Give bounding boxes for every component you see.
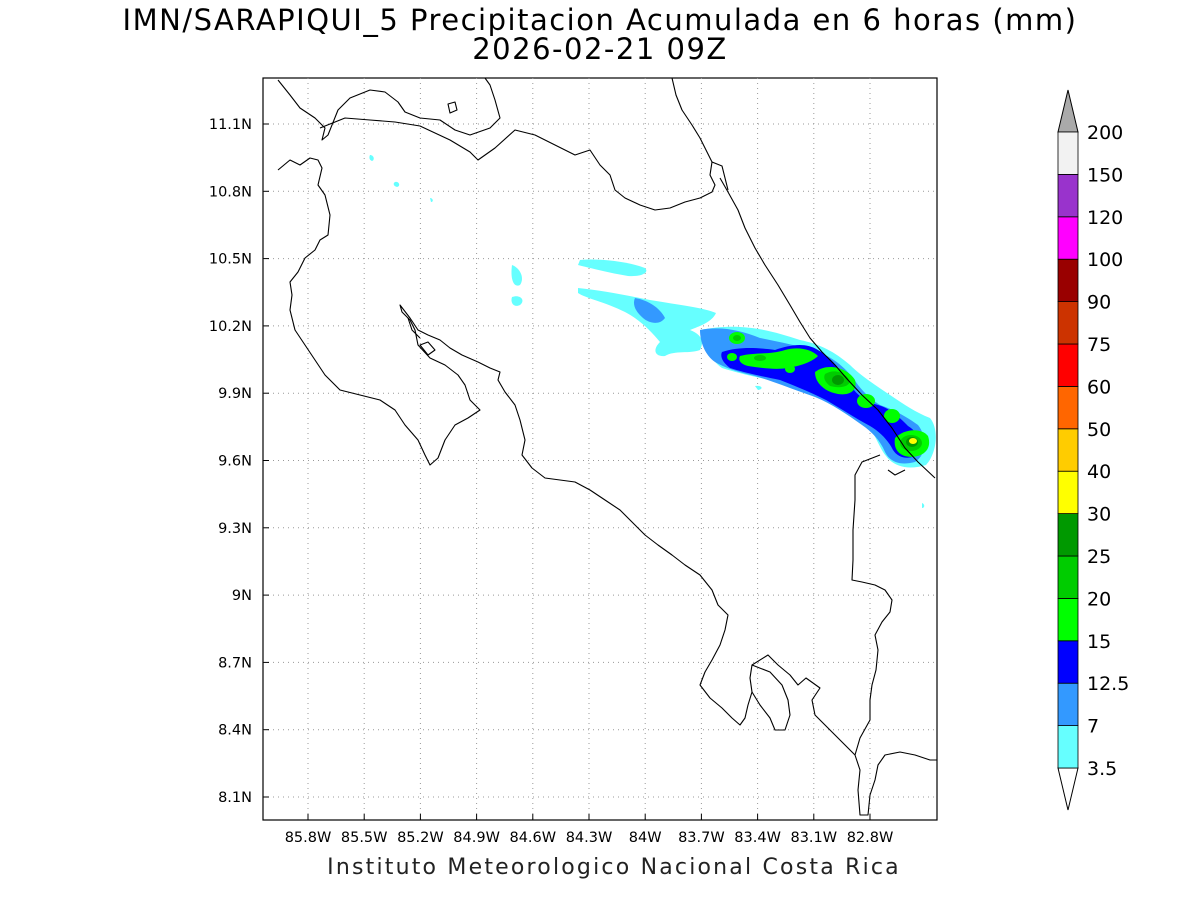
lon-tick-label: 85.2W [397, 830, 444, 846]
lon-tick-label: 84.9W [453, 830, 500, 846]
colorbar-segment [1057, 682, 1079, 727]
colorbar-label: 50 [1087, 419, 1111, 441]
precip-area-30mm [909, 438, 917, 444]
lon-tick-label: 85.8W [285, 830, 332, 846]
colorbar-label: 12.5 [1087, 673, 1129, 695]
lat-tick-label: 9.9N [218, 386, 252, 402]
colorbar-label: 25 [1087, 546, 1111, 568]
colorbar-label: 7 [1087, 716, 1099, 738]
lat-tick-label: 11.1N [209, 117, 252, 133]
colorbar-segment [1057, 598, 1079, 642]
colorbar-segment [1057, 513, 1079, 557]
colorbar-segment [1057, 385, 1079, 430]
lat-tick-label: 8.1N [218, 790, 252, 806]
colorbar-label: 30 [1087, 504, 1111, 526]
lat-tick-label: 10.5N [209, 252, 252, 268]
colorbar-label: 100 [1087, 249, 1123, 271]
colorbar-label: 15 [1087, 631, 1111, 653]
lon-tick-label: 84.6W [509, 830, 556, 846]
map-grid [263, 78, 937, 820]
footer-credit: Instituto Meteorologico Nacional Costa R… [327, 855, 901, 880]
map-subtitle-datetime: 2026-02-21 09Z [472, 32, 728, 66]
lon-tick-label: 84W [629, 830, 662, 846]
colorbar-segment [1057, 343, 1079, 387]
lat-tick-label: 9.6N [218, 454, 252, 470]
precip-area-12.5mm [721, 345, 921, 458]
lat-tick-label: 8.7N [218, 655, 252, 671]
lon-tick-label: 82.8W [847, 830, 894, 846]
colorbar-under-triangle [1057, 767, 1079, 811]
colorbar-segment [1057, 555, 1079, 599]
lat-tick-label: 9N [232, 588, 252, 604]
colorbar-label: 120 [1087, 207, 1123, 229]
colorbar-over-triangle [1057, 89, 1079, 133]
colorbar-segment [1057, 258, 1079, 303]
lon-tick-label: 84.3W [566, 830, 613, 846]
colorbar-label: 20 [1087, 588, 1111, 610]
colorbar-segment [1057, 301, 1079, 345]
colorbar-label: 40 [1087, 461, 1111, 483]
latitude-tick-labels: 11.1N 10.8N 10.5N 10.2N 9.9N 9.6N 9.3N 9N 8.7N 8.… [209, 117, 252, 806]
lat-tick-label: 10.8N [209, 184, 252, 200]
lat-tick-label: 8.4N [218, 723, 252, 739]
colorbar-legend: 3.5 7 12.5 15 20 25 30 40 50 60 75 90 100 120 150 200 [1057, 89, 1129, 811]
colorbar-segment [1057, 640, 1079, 684]
map-title: IMN/SARAPIQUI_5 Precipitacion Acumulada … [122, 3, 1078, 37]
colorbar-label: 90 [1087, 292, 1111, 314]
colorbar-segment [1057, 470, 1079, 515]
map-frame [262, 77, 938, 821]
lat-tick-label: 10.2N [209, 319, 252, 335]
colorbar-segment [1057, 428, 1079, 472]
colorbar-label: 60 [1087, 376, 1111, 398]
coastline-borders [277, 78, 937, 816]
lon-tick-label: 83.4W [734, 830, 781, 846]
lon-tick-label: 85.5W [341, 830, 388, 846]
longitude-tick-labels: 85.8W 85.5W 85.2W 84.9W 84.6W 84.3W 84W 83.7W 83… [285, 830, 894, 846]
colorbar-segment [1057, 216, 1079, 260]
colorbar-label: 75 [1087, 334, 1111, 356]
colorbar-label: 200 [1087, 122, 1123, 144]
colorbar-segment [1057, 725, 1079, 769]
colorbar-label: 3.5 [1087, 758, 1117, 780]
colorbar-label: 150 [1087, 164, 1123, 186]
lon-tick-label: 83.7W [678, 830, 725, 846]
precipitation-field [369, 155, 936, 508]
lat-tick-label: 9.3N [218, 521, 252, 537]
colorbar-segment [1057, 131, 1079, 175]
colorbar-segment [1057, 173, 1079, 218]
lon-tick-label: 83.1W [790, 830, 837, 846]
